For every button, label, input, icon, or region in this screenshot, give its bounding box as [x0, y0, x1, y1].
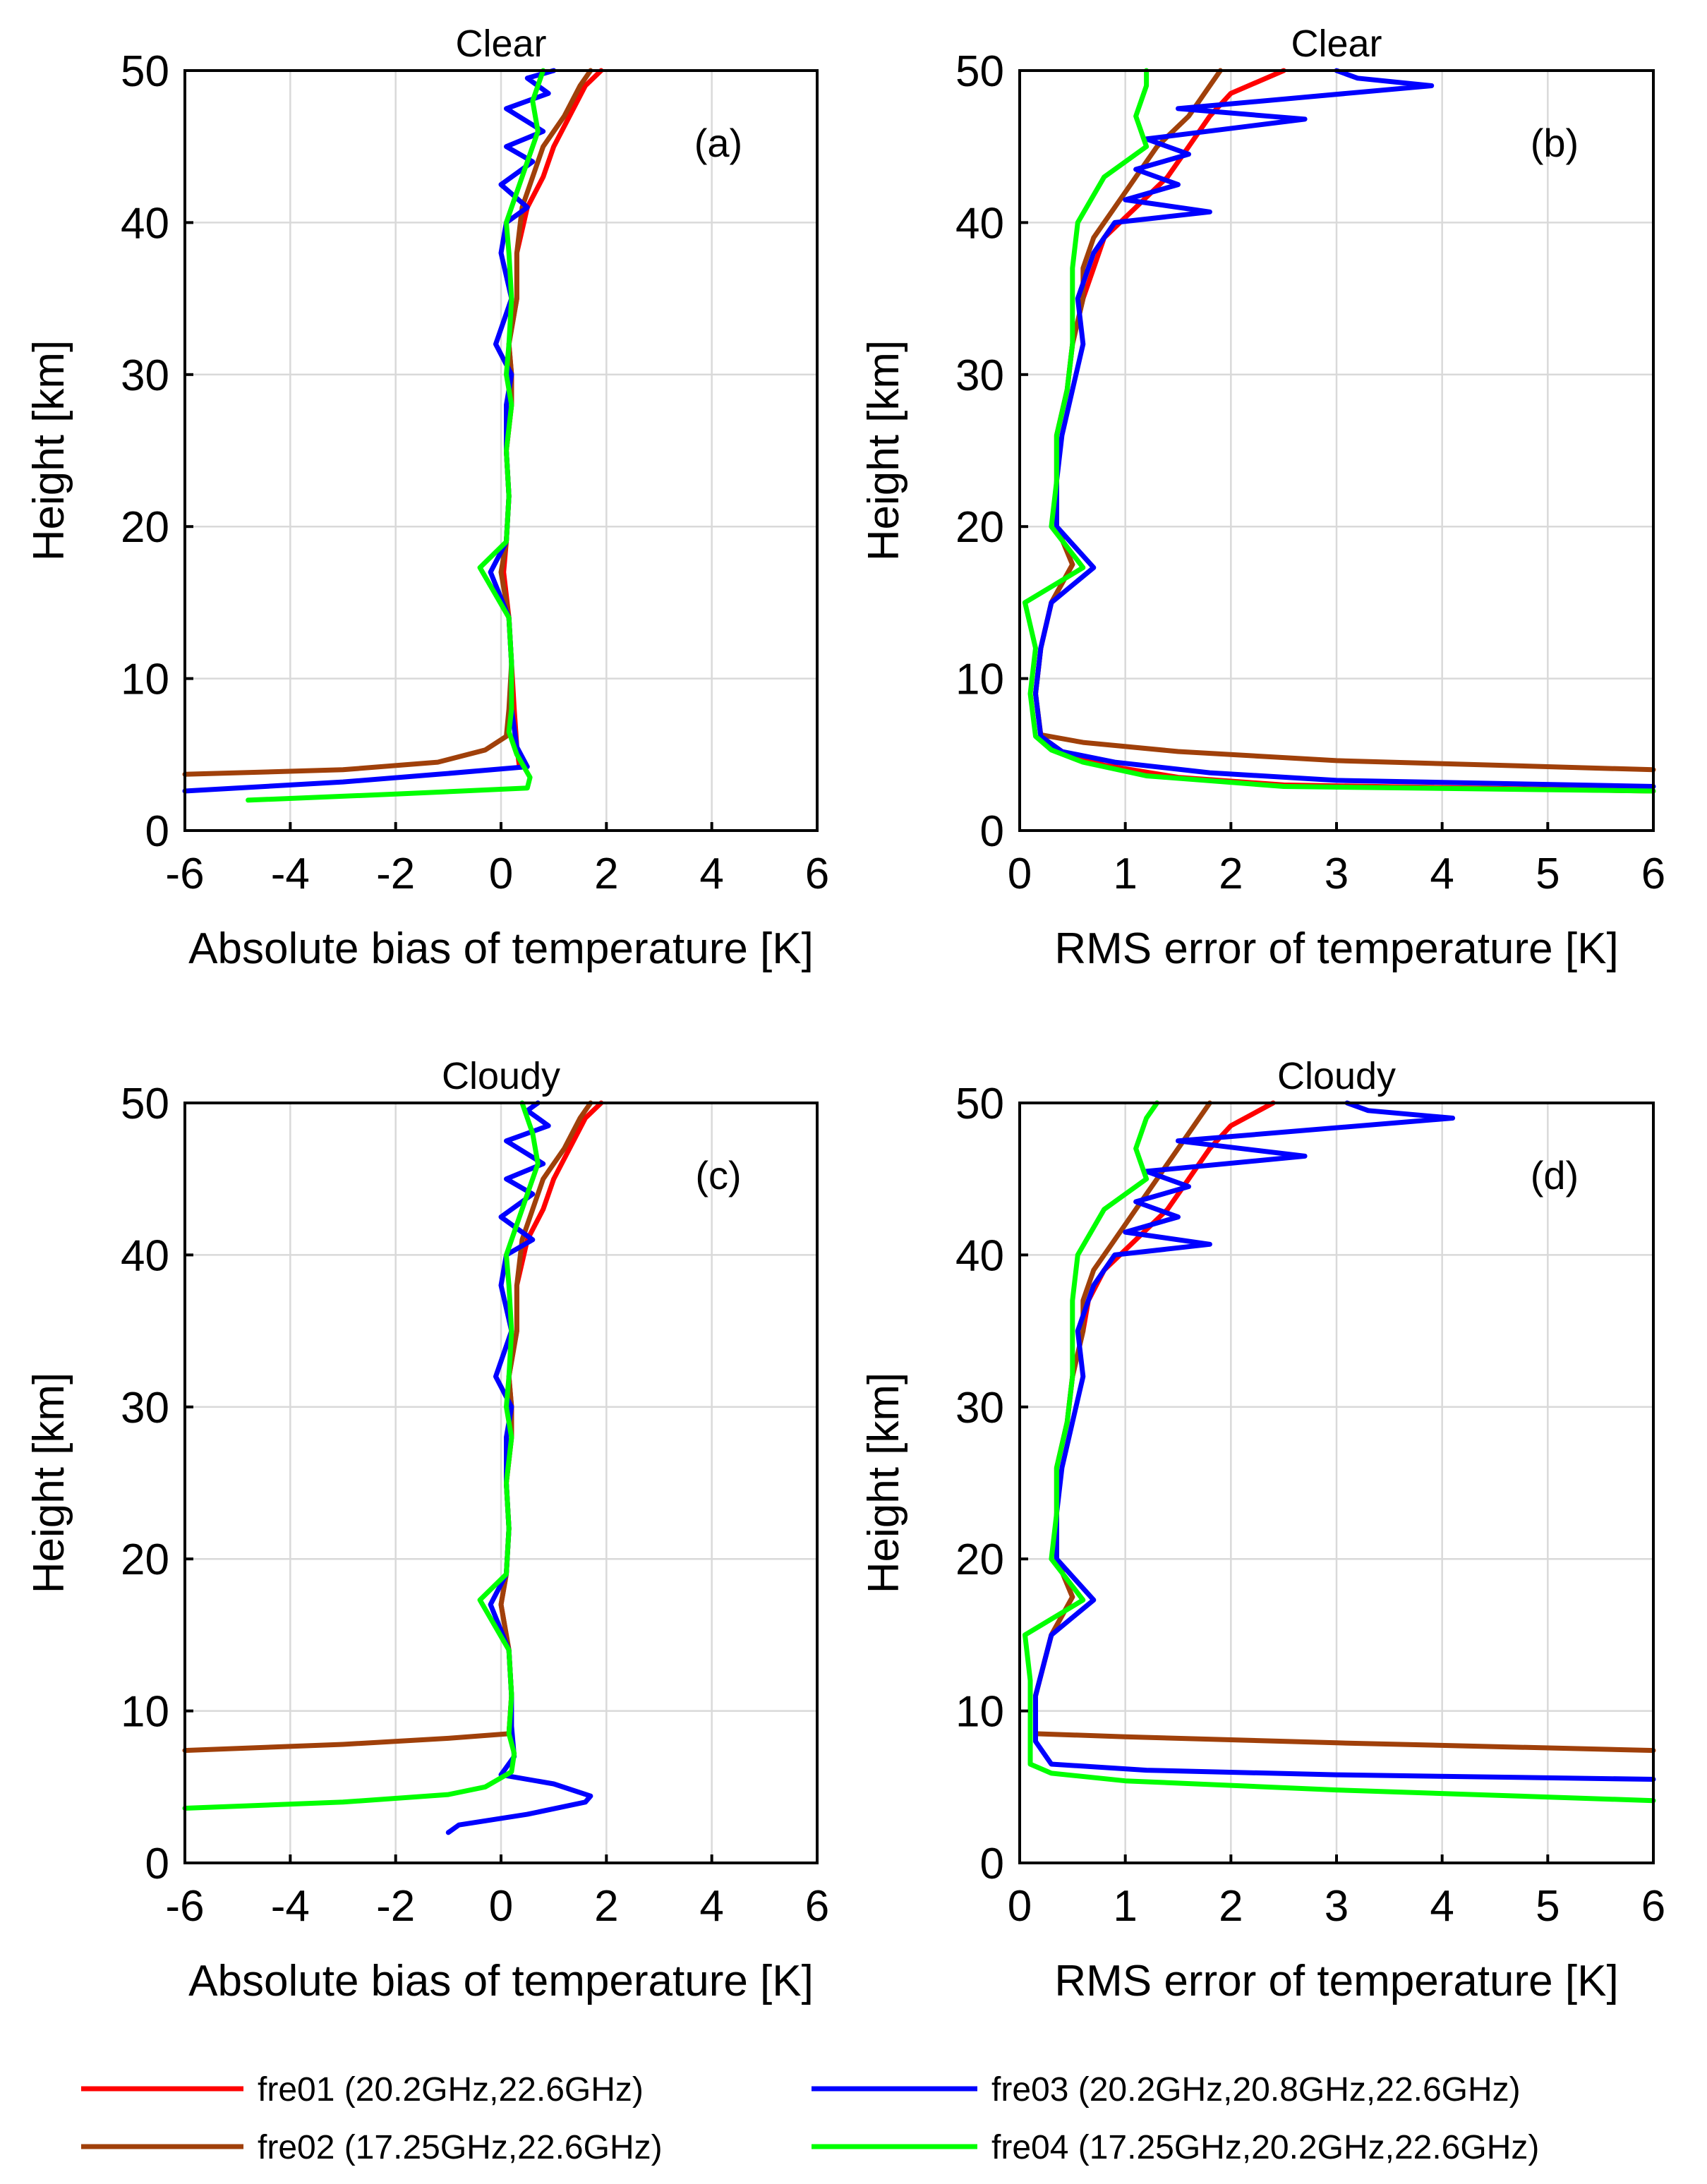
panel-b-x-tick-label-3: 3 [1325, 850, 1349, 898]
panel-c-y-axis-label: Height [km] [25, 1372, 73, 1594]
panel-d: 0 1 2 3 4 5 6 0 10 20 30 40 50 Cloudy (d) RMS error … [859, 1055, 1665, 2005]
panel-d-y-tick-label-0: 0 [980, 1840, 1004, 1888]
panel-d-y-axis-label: Height [km] [859, 1372, 908, 1594]
panel-d-series-fre04 [1023, 1100, 1656, 1804]
panel-b-y-axis-label: Height [km] [859, 340, 908, 562]
panel-b-y-tick-label-5: 50 [955, 47, 1004, 96]
panel-c: -6 -4 -2 0 2 4 6 0 10 20 30 40 50 Cloudy (c) Absolut… [25, 1055, 829, 2005]
panel-a-title: Clear [455, 23, 546, 65]
panel-c-y-tick-label-0: 0 [145, 1840, 169, 1888]
panel-a-series-fre04 [246, 68, 546, 803]
panel-c-y-tick-label-2: 20 [121, 1536, 169, 1584]
panel-b-y-tick-label-1: 10 [955, 656, 1004, 704]
panel-d-label: (d) [1531, 1153, 1579, 1197]
panel-d-y-tick-label-4: 40 [955, 1231, 1004, 1280]
panel-c-x-axis-label: Absolute bias of temperature [K] [188, 1957, 814, 2005]
panel-a-label: (a) [694, 121, 742, 165]
panel-d-series-fre03 [1033, 1100, 1656, 1782]
panel-a-x-tick-label-1: -4 [271, 850, 310, 898]
panel-b-x-tick-label-2: 2 [1219, 850, 1243, 898]
panel-d-y-tick-label-5: 50 [955, 1080, 1004, 1128]
panel-b-x-tick-label-6: 6 [1641, 850, 1665, 898]
panel-b-series-fre04 [1023, 68, 1656, 794]
legend-label-fre03: fre03 (20.2GHz,20.8GHz,22.6GHz) [991, 2071, 1521, 2108]
panel-c-x-tick-label-1: -4 [271, 1882, 310, 1931]
panel-c-y-tick-label-3: 30 [121, 1384, 169, 1432]
panel-b-x-tick-label-0: 0 [1008, 850, 1032, 898]
panel-b-x-tick-label-4: 4 [1430, 850, 1454, 898]
panel-c-x-tick-label-3: 0 [489, 1882, 513, 1931]
legend-label-fre04: fre04 (17.25GHz,20.2GHz,22.6GHz) [991, 2129, 1539, 2166]
panel-a-y-axis-label: Height [km] [25, 340, 73, 562]
panel-a: -6 -4 -2 0 2 4 6 0 10 20 30 40 50 Clear (a) Absolute… [25, 23, 829, 973]
legend: fre01 (20.2GHz,22.6GHz) fre02 (17.25GHz,… [81, 2071, 1539, 2166]
panel-a-y-tick-label-3: 30 [121, 351, 169, 400]
panel-a-x-axis-label: Absolute bias of temperature [K] [188, 924, 814, 973]
legend-label-fre01: fre01 (20.2GHz,22.6GHz) [258, 2071, 644, 2108]
panel-d-y-tick-label-1: 10 [955, 1688, 1004, 1737]
panel-b-y-tick-label-4: 40 [955, 199, 1004, 248]
panel-a-y-tick-label-1: 10 [121, 656, 169, 704]
panel-d-x-tick-label-5: 5 [1536, 1882, 1560, 1931]
panel-b: 0 1 2 3 4 5 6 0 10 20 30 40 50 Clear (b) RMS error o… [859, 23, 1665, 973]
panel-a-y-tick-label-0: 0 [145, 807, 169, 856]
panel-d-x-tick-label-4: 4 [1430, 1882, 1454, 1931]
panel-d-x-tick-label-2: 2 [1219, 1882, 1243, 1931]
panel-a-x-tick-label-5: 4 [699, 850, 723, 898]
panel-c-title: Cloudy [442, 1055, 560, 1097]
legend-item-fre03: fre03 (20.2GHz,20.8GHz,22.6GHz) [812, 2071, 1521, 2108]
panel-c-series-fre04 [182, 1100, 541, 1811]
panel-b-y-tick-label-3: 30 [955, 351, 1004, 400]
panel-b-x-axis-label: RMS error of temperature [K] [1054, 924, 1618, 973]
panel-a-x-tick-label-6: 6 [805, 850, 829, 898]
panel-c-x-tick-label-6: 6 [805, 1882, 829, 1931]
panel-a-x-tick-label-0: -6 [165, 850, 204, 898]
panel-b-y-tick-label-2: 20 [955, 503, 1004, 552]
panel-a-x-tick-label-4: 2 [594, 850, 618, 898]
panel-a-y-tick-label-2: 20 [121, 503, 169, 552]
panel-b-x-tick-label-1: 1 [1113, 850, 1137, 898]
panel-a-y-tick-label-4: 40 [121, 199, 169, 248]
panel-b-label: (b) [1531, 121, 1579, 165]
panel-a-series-fre03 [182, 68, 557, 794]
legend-item-fre01: fre01 (20.2GHz,22.6GHz) [81, 2071, 644, 2108]
panel-c-series-fre03 [445, 1100, 593, 1835]
panel-d-x-tick-label-0: 0 [1008, 1882, 1032, 1931]
panel-c-x-tick-label-4: 2 [594, 1882, 618, 1931]
panel-b-series-fre03 [1033, 68, 1656, 789]
panel-d-x-tick-label-1: 1 [1113, 1882, 1137, 1931]
panel-c-label: (c) [695, 1153, 741, 1197]
panel-c-x-tick-label-2: -2 [376, 1882, 415, 1931]
panel-c-x-tick-label-5: 4 [699, 1882, 723, 1931]
panel-b-x-tick-label-5: 5 [1536, 850, 1560, 898]
panel-d-x-tick-label-6: 6 [1641, 1882, 1665, 1931]
panel-d-title: Cloudy [1277, 1055, 1396, 1097]
legend-item-fre02: fre02 (17.25GHz,22.6GHz) [81, 2129, 663, 2166]
panel-d-y-tick-label-3: 30 [955, 1384, 1004, 1432]
panel-d-y-tick-label-2: 20 [955, 1536, 1004, 1584]
panel-c-x-tick-label-0: -6 [165, 1882, 204, 1931]
legend-label-fre02: fre02 (17.25GHz,22.6GHz) [258, 2129, 663, 2166]
panel-a-y-tick-label-5: 50 [121, 47, 169, 96]
panel-a-x-tick-label-2: -2 [376, 850, 415, 898]
panel-c-y-tick-label-4: 40 [121, 1231, 169, 1280]
legend-item-fre04: fre04 (17.25GHz,20.2GHz,22.6GHz) [812, 2129, 1539, 2166]
panel-d-x-axis-label: RMS error of temperature [K] [1054, 1957, 1618, 2005]
panel-c-y-tick-label-1: 10 [121, 1688, 169, 1737]
panel-a-x-tick-label-3: 0 [489, 850, 513, 898]
panel-d-x-tick-label-3: 3 [1325, 1882, 1349, 1931]
panel-b-title: Clear [1291, 23, 1382, 65]
panel-b-y-tick-label-0: 0 [980, 807, 1004, 856]
panel-c-y-tick-label-5: 50 [121, 1080, 169, 1128]
